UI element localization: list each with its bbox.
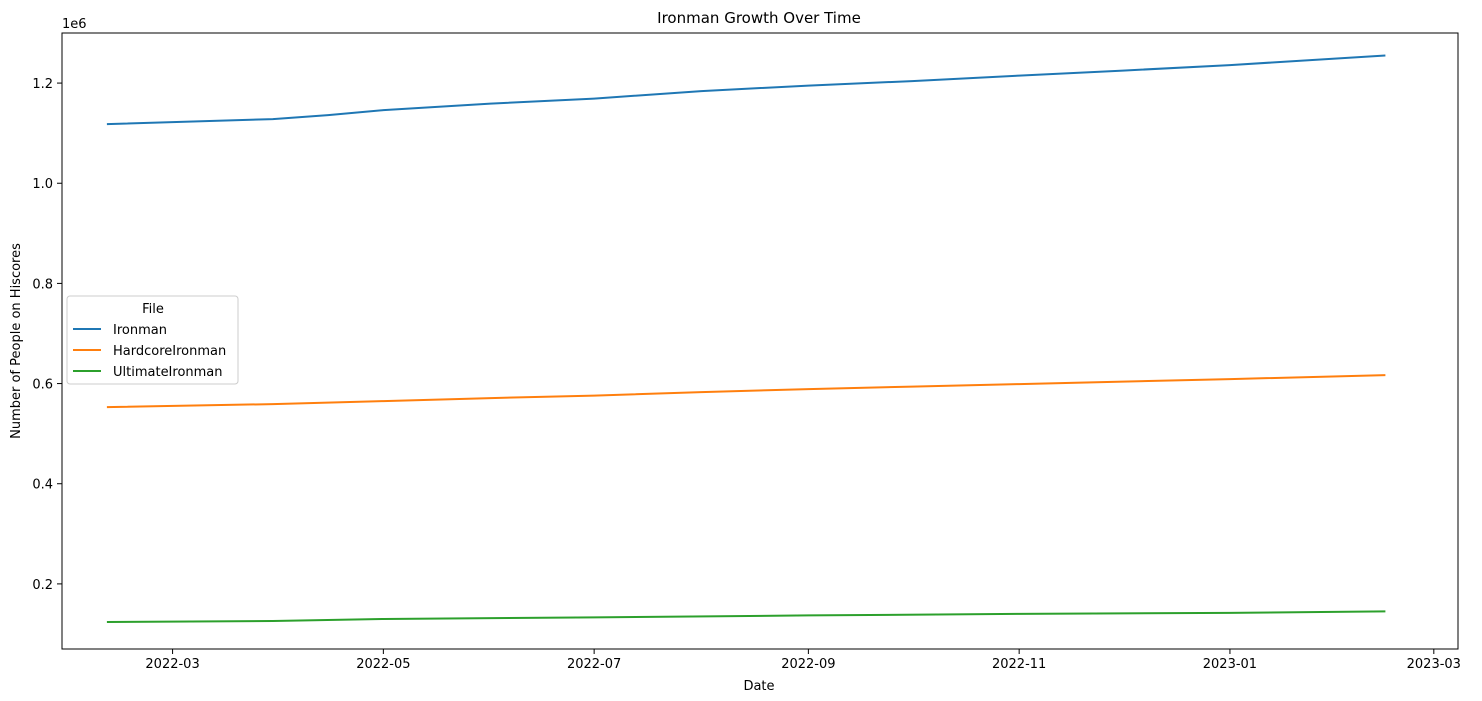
x-tick-label: 2022-05 — [356, 657, 410, 672]
series-line-0 — [106, 54, 1386, 126]
legend-title: File — [142, 302, 164, 317]
y-axis: 0.2 0.4 0.6 0.8 1.0 1.2 — [32, 77, 62, 593]
y-offset-label: 1e6 — [62, 17, 87, 32]
legend-label: HardcoreIronman — [113, 344, 226, 359]
y-tick-label: 0.8 — [32, 277, 53, 292]
legend-label: Ironman — [113, 323, 167, 338]
plot-frame — [61, 32, 1459, 650]
x-axis-label: Date — [743, 679, 774, 694]
series-line-2 — [106, 610, 1386, 623]
x-tick-label: 2022-11 — [992, 657, 1046, 672]
y-tick-label: 1.2 — [32, 77, 53, 92]
x-tick-label: 2022-09 — [781, 657, 835, 672]
series-layer — [106, 54, 1386, 623]
y-tick-label: 0.2 — [32, 578, 53, 593]
y-tick-label: 0.6 — [32, 378, 53, 393]
y-tick-label: 1.0 — [32, 177, 53, 192]
chart-title: Ironman Growth Over Time — [657, 9, 861, 27]
x-tick-label: 2022-07 — [567, 657, 621, 672]
y-axis-label: Number of People on Hiscores — [9, 243, 24, 439]
series-line-1 — [106, 374, 1386, 409]
x-tick-label: 2023-01 — [1203, 657, 1257, 672]
x-axis: 2022-03 2022-05 2022-07 2022-09 2022-11 2023-… — [145, 649, 1461, 672]
legend-label: UltimateIronman — [113, 365, 223, 380]
legend: File Ironman HardcoreIronman UltimateIronm… — [66, 295, 239, 385]
y-tick-label: 0.4 — [32, 478, 53, 493]
x-tick-label: 2023-03 — [1407, 657, 1461, 672]
legend-entries: Ironman HardcoreIronman UltimateIronman — [73, 323, 226, 380]
legend-box — [66, 295, 239, 385]
x-tick-label: 2022-03 — [145, 657, 199, 672]
